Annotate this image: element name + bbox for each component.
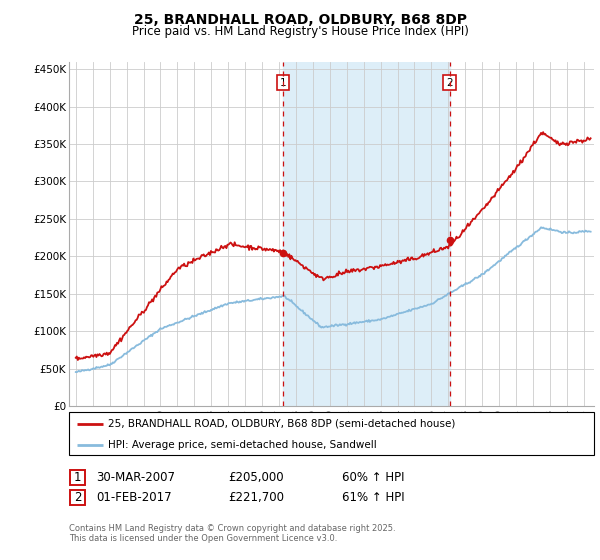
FancyBboxPatch shape: [70, 470, 85, 484]
Text: 60% ↑ HPI: 60% ↑ HPI: [342, 470, 404, 484]
Text: 1: 1: [74, 470, 81, 484]
Text: Contains HM Land Registry data © Crown copyright and database right 2025.: Contains HM Land Registry data © Crown c…: [69, 524, 395, 533]
Text: HPI: Average price, semi-detached house, Sandwell: HPI: Average price, semi-detached house,…: [109, 440, 377, 450]
Text: 01-FEB-2017: 01-FEB-2017: [96, 491, 172, 505]
Text: 2: 2: [446, 78, 453, 87]
FancyBboxPatch shape: [69, 412, 594, 455]
Text: 61% ↑ HPI: 61% ↑ HPI: [342, 491, 404, 505]
Text: 25, BRANDHALL ROAD, OLDBURY, B68 8DP (semi-detached house): 25, BRANDHALL ROAD, OLDBURY, B68 8DP (se…: [109, 419, 456, 428]
Text: 30-MAR-2007: 30-MAR-2007: [96, 470, 175, 484]
Text: £221,700: £221,700: [228, 491, 284, 505]
Text: 25, BRANDHALL ROAD, OLDBURY, B68 8DP: 25, BRANDHALL ROAD, OLDBURY, B68 8DP: [133, 13, 467, 27]
Bar: [283, 62, 450, 406]
Text: Price paid vs. HM Land Registry's House Price Index (HPI): Price paid vs. HM Land Registry's House …: [131, 25, 469, 38]
FancyBboxPatch shape: [70, 491, 85, 505]
Text: £205,000: £205,000: [228, 470, 284, 484]
Text: 2: 2: [74, 491, 81, 505]
Text: 1: 1: [280, 78, 286, 87]
Text: This data is licensed under the Open Government Licence v3.0.: This data is licensed under the Open Gov…: [69, 534, 337, 543]
